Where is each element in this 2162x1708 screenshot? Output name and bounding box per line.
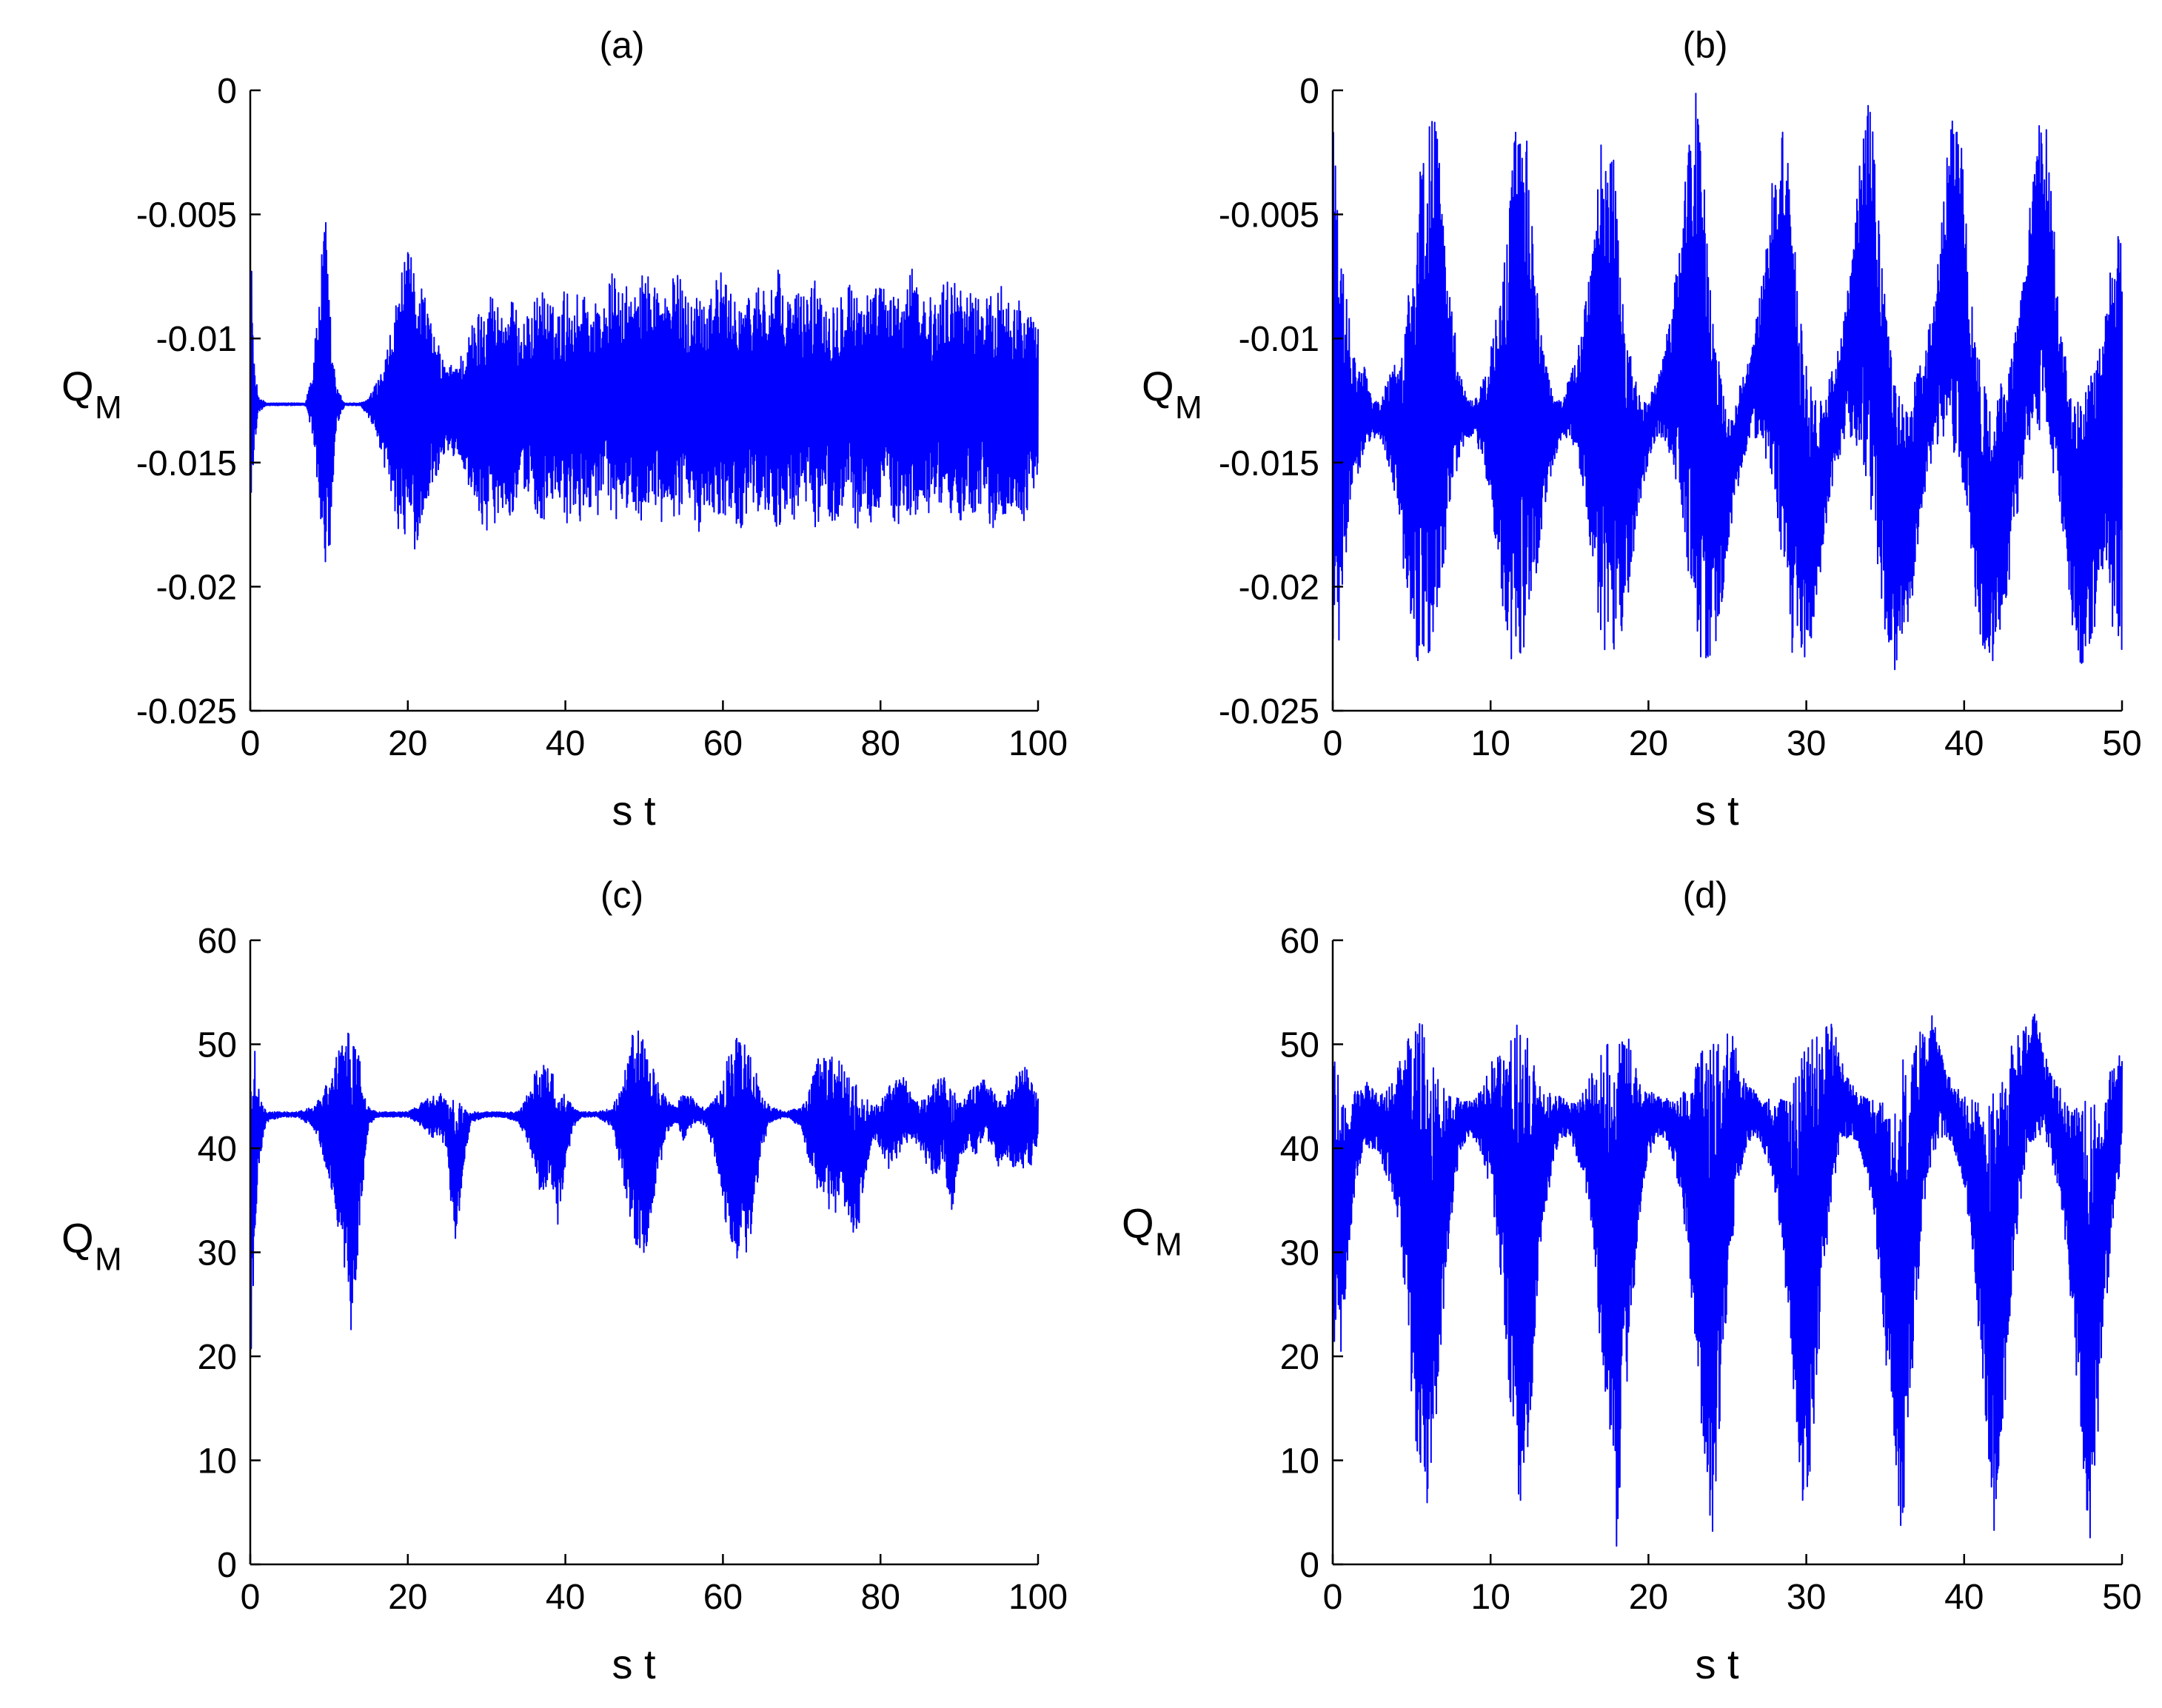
x-tick-label: 10 — [1471, 1578, 1510, 1617]
series-line — [250, 1030, 1039, 1350]
y-tick-label: -0.005 — [136, 196, 237, 235]
y-tick-label: 20 — [1280, 1338, 1319, 1377]
y-tick-label: -0.005 — [1219, 196, 1319, 235]
y-tick-label: 0 — [217, 72, 237, 111]
x-tick-label: 40 — [546, 1578, 585, 1617]
x-tick-label: 20 — [1629, 724, 1668, 763]
y-axis-label-subscript: M — [95, 389, 122, 426]
x-tick-label: 10 — [1471, 724, 1510, 763]
y-axis-label: Q — [61, 1215, 94, 1262]
x-axis-label: s t — [612, 1641, 656, 1687]
y-tick-label: 60 — [198, 922, 237, 961]
series-line — [1332, 93, 2123, 671]
x-axis-label: s t — [1695, 787, 1739, 834]
chart-panel-d: 0 10 20 30 40 50 0 10 20 30 40 50 60 (d) s t Q M — [1122, 874, 2142, 1687]
chart-panel-c: 0 20 40 60 80 100 0 10 20 30 40 50 60 (c) s t Q M — [61, 874, 1068, 1687]
y-axis-label-subscript: M — [95, 1242, 122, 1278]
y-tick-label: -0.025 — [136, 692, 237, 731]
x-tick-label: 0 — [241, 1578, 261, 1617]
y-tick-label: -0.015 — [1219, 444, 1319, 483]
chart-title: (c) — [600, 874, 643, 916]
x-axis-label: s t — [1695, 1641, 1739, 1687]
y-tick-label: 20 — [198, 1338, 237, 1377]
y-tick-label: 30 — [198, 1234, 237, 1273]
y-tick-label: 0 — [1299, 1546, 1319, 1585]
series-line — [250, 221, 1039, 563]
x-tick-label: 20 — [388, 1578, 427, 1617]
x-tick-label: 40 — [1944, 1578, 1984, 1617]
x-tick-label: 40 — [546, 724, 585, 763]
y-tick-label: 40 — [1280, 1130, 1319, 1169]
y-tick-label: -0.025 — [1219, 692, 1319, 731]
y-tick-label: 60 — [1280, 922, 1319, 961]
y-tick-label: -0.02 — [1239, 568, 1319, 607]
x-tick-label: 100 — [1008, 1578, 1068, 1617]
chart-title: (d) — [1682, 874, 1727, 916]
chart-panel-a: 0 20 40 60 80 100 0 -0.005 -0.01 -0.015 -0.02 -0.02… — [61, 24, 1068, 834]
y-tick-label: 0 — [217, 1546, 237, 1585]
y-tick-label: -0.015 — [136, 444, 237, 483]
y-tick-label: -0.02 — [156, 568, 237, 607]
y-tick-label: 50 — [198, 1026, 237, 1065]
chart-title: (a) — [599, 24, 644, 66]
x-axis-label: s t — [612, 787, 656, 834]
x-tick-label: 20 — [388, 724, 427, 763]
x-tick-label: 80 — [861, 724, 900, 763]
x-tick-label: 20 — [1629, 1578, 1668, 1617]
series-line — [1332, 1014, 2123, 1547]
y-axis-label: Q — [1142, 363, 1174, 409]
x-tick-label: 60 — [703, 1578, 743, 1617]
x-tick-label: 0 — [1323, 724, 1343, 763]
x-tick-label: 0 — [1323, 1578, 1343, 1617]
x-tick-label: 50 — [2102, 724, 2141, 763]
x-tick-label: 60 — [703, 724, 743, 763]
y-tick-label: 0 — [1299, 72, 1319, 111]
y-axis-label: Q — [61, 363, 94, 409]
y-tick-label: 10 — [198, 1442, 237, 1481]
x-tick-label: 40 — [1944, 724, 1984, 763]
y-tick-label: -0.01 — [156, 320, 237, 359]
chart-title: (b) — [1682, 24, 1727, 66]
y-tick-label: 10 — [1280, 1442, 1319, 1481]
y-tick-label: 50 — [1280, 1026, 1319, 1065]
x-tick-label: 50 — [2102, 1578, 2141, 1617]
chart-panel-b: 0 10 20 30 40 50 0 -0.005 -0.01 -0.015 -0.02 -0.025… — [1142, 24, 2142, 834]
x-tick-label: 30 — [1787, 724, 1826, 763]
y-axis-label-subscript: M — [1175, 389, 1202, 426]
x-tick-label: 100 — [1008, 724, 1068, 763]
y-tick-label: 40 — [198, 1130, 237, 1169]
y-tick-label: 30 — [1280, 1234, 1319, 1273]
y-axis-label-subscript: M — [1155, 1227, 1182, 1263]
x-tick-label: 30 — [1787, 1578, 1826, 1617]
x-tick-label: 80 — [861, 1578, 900, 1617]
y-axis-label: Q — [1122, 1200, 1154, 1247]
x-tick-label: 0 — [241, 724, 261, 763]
y-tick-label: -0.01 — [1239, 320, 1319, 359]
